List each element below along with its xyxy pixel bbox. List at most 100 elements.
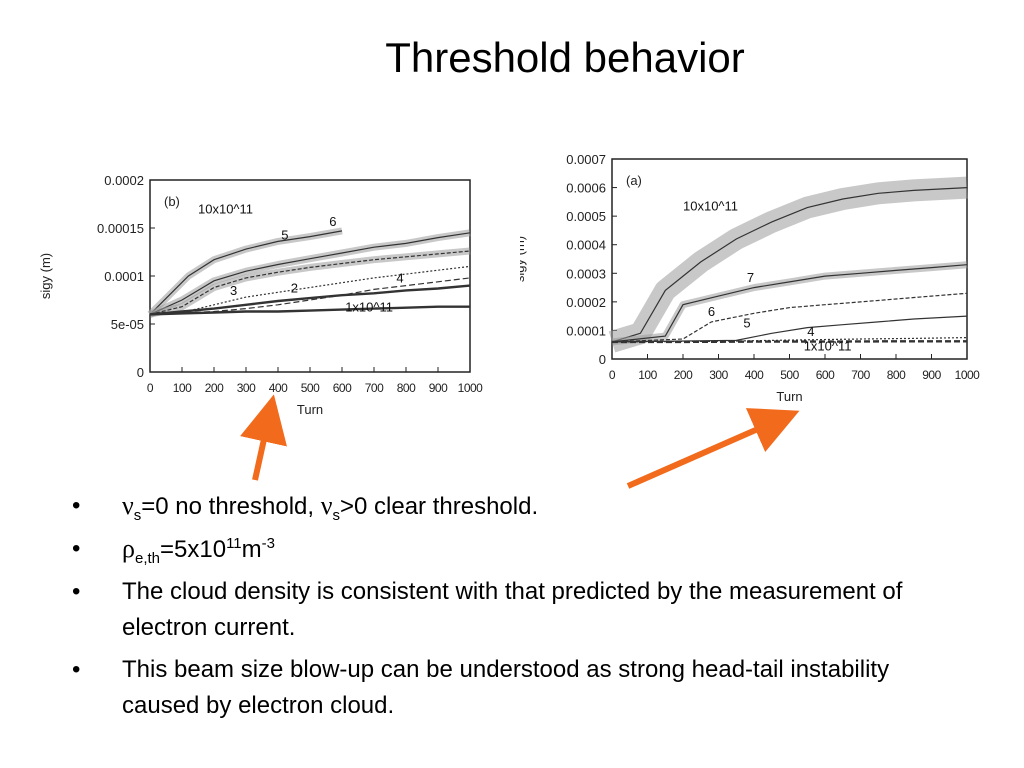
bullet-dot: • — [72, 656, 81, 683]
y-tick-label: 0.0004 — [566, 238, 606, 253]
panel-label: (b) — [164, 194, 180, 209]
bullet-dot: • — [72, 535, 81, 562]
series-line — [612, 340, 967, 344]
y-tick-label: 0.0001 — [104, 269, 144, 284]
series-annotation: 7 — [747, 270, 754, 285]
y-tick-label: 0.0003 — [566, 266, 606, 281]
superscript: -3 — [261, 535, 275, 552]
y-tick-label: 5e-05 — [111, 317, 144, 332]
bullet-text: The cloud density is consistent with tha… — [122, 578, 903, 641]
x-tick-label: 500 — [780, 368, 799, 382]
x-tick-label: 700 — [851, 368, 870, 382]
x-tick-label: 100 — [173, 381, 192, 395]
x-tick-label: 600 — [333, 381, 352, 395]
bullet-text: >0 clear threshold. — [340, 493, 539, 520]
panel-label: (a) — [626, 173, 642, 188]
series-line — [149, 232, 471, 315]
subscript: s — [332, 506, 341, 524]
series-annotation: 2 — [291, 280, 298, 295]
x-tick-label: 0 — [609, 368, 616, 382]
series-line — [149, 305, 470, 316]
series-annotation: 3 — [230, 283, 237, 298]
plot-frame — [149, 179, 471, 373]
x-axis-label: Turn — [297, 402, 323, 417]
x-axis-label: Turn — [776, 389, 802, 404]
x-tick-label: 100 — [638, 368, 657, 382]
arrow-to-figure-a — [626, 408, 800, 489]
series-line — [149, 284, 471, 316]
nu-symbol: ν — [122, 491, 134, 520]
chart-1: 0 0.0001 0.0002 0.0003 0.0004 0.0005 0.0006 0.0… — [520, 152, 981, 404]
x-tick-label: 800 — [397, 381, 416, 395]
series-line — [149, 265, 471, 315]
series-line — [611, 337, 968, 343]
x-tick-label: 900 — [922, 368, 941, 382]
superscript: 11 — [226, 535, 242, 552]
series-annotation: 10x10^11 — [683, 198, 738, 213]
y-tick-label: 0.0006 — [566, 181, 606, 196]
x-tick-label: 900 — [429, 381, 448, 395]
x-tick-label: 600 — [816, 368, 835, 382]
x-tick-label: 400 — [745, 368, 764, 382]
y-tick-label: 0 — [137, 365, 144, 380]
slide-title: Threshold behavior — [0, 30, 1024, 86]
x-tick-label: 200 — [674, 368, 693, 382]
series-annotation: 10x10^11 — [198, 202, 253, 217]
bullet-text: =5x10 — [160, 536, 227, 563]
x-tick-label: 1000 — [458, 381, 484, 395]
x-tick-label: 800 — [887, 368, 906, 382]
series-annotation: 4 — [396, 271, 403, 286]
bullet-blowup: • This beam size blow-up can be understo… — [72, 652, 972, 724]
y-tick-label: 0.0002 — [566, 295, 606, 310]
x-tick-label: 1000 — [955, 368, 981, 382]
series-line — [149, 230, 343, 315]
y-axis-label: sigy (m) — [38, 253, 53, 299]
series-annotation: 4 — [807, 324, 814, 339]
series-annotation: 5 — [743, 316, 750, 331]
y-tick-label: 0.0002 — [104, 173, 144, 188]
x-tick-label: 400 — [269, 381, 288, 395]
bullet-list: • νs=0 no threshold, νs>0 clear threshol… — [72, 488, 972, 730]
figure-b-plot: 0 5e-05 0.0001 0.00015 0.0002 0 100 200 300 400 50… — [38, 173, 484, 417]
y-tick-label: 0 — [599, 352, 606, 367]
bullet-text: This beam size blow-up can be understood… — [122, 656, 890, 719]
bullet-density: • ρe,th=5x1011m-3 — [72, 531, 972, 568]
series-annotation: 1x10^11 — [804, 338, 852, 353]
chart-0: 0 5e-05 0.0001 0.00015 0.0002 0 100 200 300 400 50… — [38, 173, 484, 417]
subscript: s — [133, 506, 142, 524]
orange-arrows — [240, 394, 800, 489]
series-line — [611, 292, 968, 343]
y-tick-label: 0.0001 — [566, 323, 606, 338]
series-line — [611, 187, 968, 343]
slide-title-text: Threshold behavior — [385, 34, 745, 81]
x-tick-label: 500 — [301, 381, 320, 395]
x-tick-label: 0 — [147, 381, 154, 395]
bullet-dot: • — [72, 578, 81, 605]
x-tick-label: 700 — [365, 381, 384, 395]
series-line — [611, 315, 968, 343]
y-tick-label: 0.0005 — [566, 209, 606, 224]
bullet-threshold: • νs=0 no threshold, νs>0 clear threshol… — [72, 488, 972, 525]
series-annotation: 5 — [281, 228, 288, 243]
bullet-cloud-density: • The cloud density is consistent with t… — [72, 574, 972, 646]
y-axis-label: sigy (m) — [520, 236, 527, 282]
figure-a-plot: 0 0.0001 0.0002 0.0003 0.0004 0.0005 0.0006 0.0… — [520, 152, 981, 404]
series-line — [149, 250, 471, 315]
series-annotation: 6 — [329, 214, 336, 229]
bullet-text: =0 no threshold, — [141, 493, 321, 520]
nu-symbol: ν — [320, 491, 333, 520]
y-tick-label: 0.00015 — [97, 221, 144, 236]
bullet-dot: • — [72, 492, 81, 519]
rho-symbol: ρ — [122, 534, 135, 563]
subscript: e,th — [134, 549, 161, 567]
x-tick-label: 200 — [205, 381, 224, 395]
y-tick-label: 0.0007 — [566, 152, 606, 167]
bullet-text: m — [241, 536, 262, 563]
series-line — [611, 264, 968, 343]
x-tick-label: 300 — [237, 381, 256, 395]
x-tick-label: 300 — [709, 368, 728, 382]
series-line — [149, 277, 471, 315]
series-annotation: 6 — [708, 304, 715, 319]
series-annotation: 1x10^11 — [345, 300, 393, 315]
arrow-to-figure-b — [240, 394, 287, 481]
